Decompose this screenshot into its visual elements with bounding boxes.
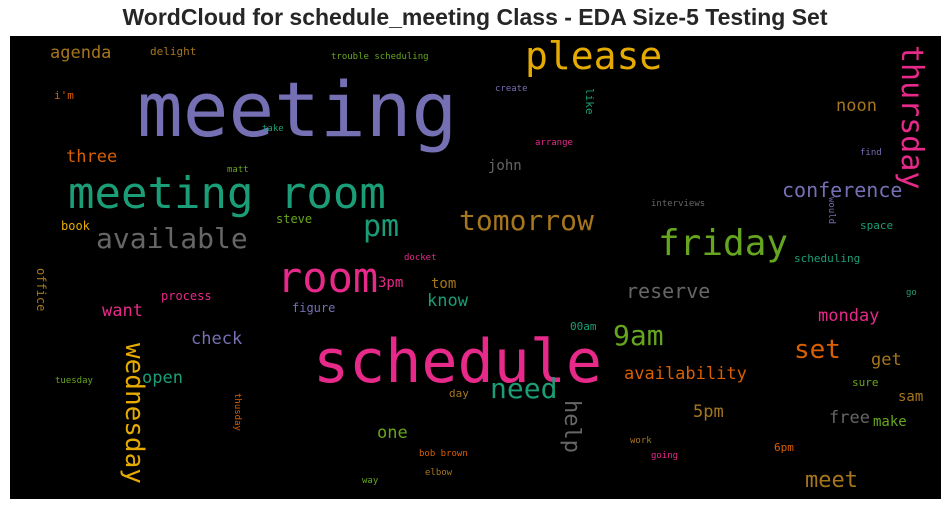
cloud-word-elbow: elbow [425,468,453,478]
cloud-word-wednesday: wednesday [119,343,149,484]
chart-title: WordCloud for schedule_meeting Class - E… [122,4,828,30]
cloud-word-availability: availability [624,364,747,384]
cloud-word-delight: delight [150,45,197,58]
cloud-word-like: like [583,88,596,115]
cloud-word-3pm: 3pm [378,275,404,291]
cloud-word-know: know [427,291,468,311]
cloud-word-5pm: 5pm [693,402,724,422]
cloud-word-john: john [488,158,522,174]
cloud-word-tuesday: tuesday [55,376,93,386]
cloud-word-available: available [96,222,248,255]
cloud-word-6pm: 6pm [774,441,794,454]
cloud-word-work: work [630,436,652,446]
cloud-word-space: space [860,219,894,232]
cloud-word-would: would [826,197,836,225]
cloud-word-go: go [906,288,917,298]
cloud-word-agenda: agenda [50,43,112,63]
cloud-word-pm: pm [363,209,400,244]
cloud-word-tomorrow: tomorrow [459,204,594,237]
cloud-word-thursday: thursday [894,45,929,190]
cloud-word-need: need [490,372,558,405]
cloud-word-arrange: arrange [535,138,573,148]
cloud-word-scheduling: scheduling [794,252,861,265]
cloud-word-process: process [161,289,212,303]
cloud-word-want: want [102,301,143,321]
cloud-word-way: way [362,476,379,486]
cloud-word-open: open [142,368,183,388]
cloud-word-matt: matt [227,165,249,175]
cloud-word-bob-brown: bob brown [419,449,468,459]
cloud-word-friday: friday [658,223,789,264]
cloud-word-reserve: reserve [626,279,711,303]
cloud-word-9am: 9am [613,319,664,352]
cloud-word-00am: 00am [570,320,597,333]
cloud-word-help: help [559,400,584,453]
cloud-word-steve: steve [276,212,313,226]
cloud-word-set: set [794,335,841,365]
cloud-word-please: please [525,36,663,78]
cloud-word-i-m: i'm [54,89,74,102]
cloud-word-one: one [377,423,408,443]
cloud-word-sam: sam [898,389,924,405]
cloud-word-find: find [860,148,882,158]
cloud-word-book: book [61,219,90,233]
cloud-word-meeting-room: meeting room [68,168,386,219]
cloud-word-get: get [871,350,902,370]
word-cloud: meeting schedule meeting room room please fri… [10,36,941,499]
cloud-word-going: going [651,451,679,461]
cloud-word-check: check [191,329,243,349]
cloud-word-noon: noon [836,96,877,116]
cloud-word-office: office [34,268,48,312]
cloud-word-trouble-scheduling: trouble scheduling [331,52,429,62]
cloud-word-monday: monday [818,306,880,326]
cloud-word-tom: tom [431,276,457,292]
cloud-word-interviews: interviews [651,199,706,209]
cloud-word-figure: figure [292,301,336,315]
cloud-word-conference: conference [782,178,903,202]
cloud-word-create: create [495,84,528,94]
cloud-word-room: room [277,253,379,302]
cloud-word-meet: meet [805,468,858,493]
cloud-word-schedule: schedule [313,327,602,397]
cloud-word-make: make [873,414,907,430]
cloud-word-thusday: thusday [232,393,242,431]
cloud-word-sure: sure [852,376,879,389]
cloud-word-three: three [66,147,118,167]
cloud-word-meeting: meeting [137,65,458,154]
cloud-word-free: free [829,408,870,428]
cloud-word-docket: docket [404,253,437,263]
cloud-word-take: take [262,124,284,134]
cloud-word-day: day [449,387,469,400]
